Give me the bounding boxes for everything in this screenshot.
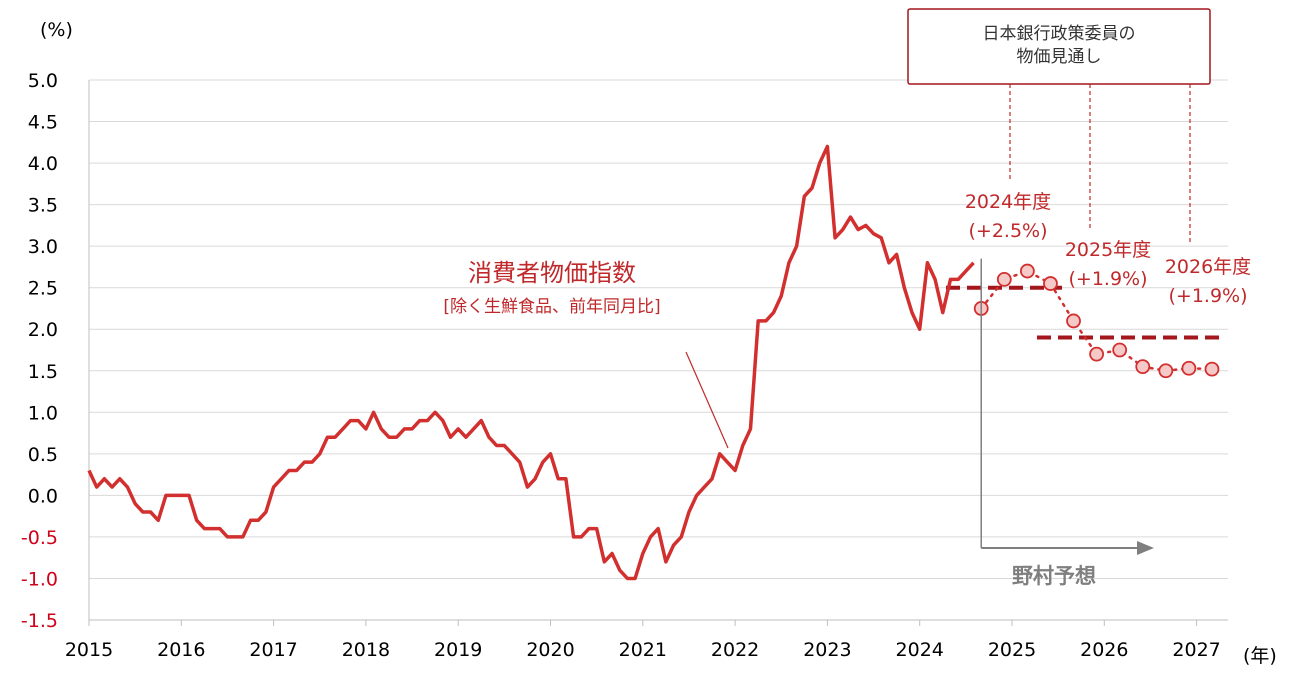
forecast-arrow-label: 野村予想 [1012, 564, 1096, 588]
x-tick-label: 2027 [1172, 639, 1220, 661]
x-tick-label: 2016 [157, 639, 205, 661]
y-tick-label: 2.0 [28, 319, 58, 341]
forecast-point [1135, 359, 1151, 375]
y-tick-label: 3.5 [28, 195, 58, 217]
forecast-point [1019, 263, 1035, 279]
forecast-point [1066, 313, 1081, 329]
forecast-point [1043, 276, 1058, 291]
forecast-arrow-head [1137, 541, 1154, 555]
x-unit-label: (年) [1243, 645, 1277, 667]
forecast-point [1204, 361, 1220, 377]
boj-outlook-value: (+2.5%) [968, 220, 1047, 242]
boj-outlook-label: 2026年度 [1165, 256, 1251, 278]
y-tick-label: 4.5 [28, 112, 58, 134]
cpi-series-line [87, 144, 975, 581]
x-tick-label: 2026 [1080, 639, 1128, 661]
series-layer [87, 144, 975, 581]
boj-outlook-title: 物価見通し [1017, 47, 1102, 67]
y-tick-label: 0.0 [28, 485, 58, 507]
forecast-point [1112, 342, 1128, 358]
forecast-point [1158, 363, 1174, 379]
series-subtitle: [除く生鮮食品、前年同月比] [443, 297, 660, 317]
series-callout-line [685, 351, 729, 449]
x-tick-label: 2020 [526, 639, 574, 661]
x-tick-label: 2021 [619, 639, 667, 661]
y-unit-label: (%) [40, 19, 73, 41]
series-title: 消費者物価指数 [468, 259, 636, 287]
x-tick-label: 2023 [803, 639, 851, 661]
axis-layer: 5.0 4.5 4.0 3.5 3.0 2.5 2.0 1.5 1.0 0.5 0.0 -0.5 -1.… [21, 19, 1277, 667]
boj-outlook-value: (+1.9%) [1168, 285, 1247, 307]
boj-outlook-value: (+1.9%) [1068, 268, 1147, 290]
forecast-point [1181, 360, 1197, 376]
boj-outlook-title: 日本銀行政策委員の [983, 24, 1136, 44]
x-tick-label: 2017 [249, 639, 297, 661]
y-tick-label: 1.0 [28, 402, 58, 424]
boj-outlook-label: 2025年度 [1065, 239, 1151, 261]
grid-layer [89, 79, 1228, 621]
y-tick-label: 0.5 [28, 444, 58, 466]
forecast-point [1089, 346, 1105, 362]
boj-outlook-box [907, 8, 1211, 85]
y-tick-label: -1.5 [21, 610, 58, 632]
forecast-connector [979, 269, 1214, 373]
x-tick-label: 2022 [711, 639, 759, 661]
forecast-point [996, 271, 1012, 287]
boj-layer [946, 285, 1222, 340]
x-tick-label: 2025 [988, 639, 1036, 661]
y-tick-label: 3.0 [28, 236, 58, 258]
y-tick-label: 5.0 [28, 70, 58, 92]
x-tick-label: 2019 [434, 639, 482, 661]
x-tick-label: 2018 [342, 639, 390, 661]
x-tick-label: 2024 [896, 639, 944, 661]
y-tick-label: 4.0 [28, 153, 58, 175]
y-tick-label: 1.5 [28, 361, 58, 383]
boj-outlook-label: 2024年度 [965, 191, 1051, 213]
y-tick-label: -0.5 [21, 527, 58, 549]
y-tick-label: 2.5 [28, 278, 58, 300]
x-tick-label: 2015 [65, 639, 113, 661]
y-tick-label: -1.0 [21, 568, 58, 590]
forecast-layer: 野村予想 [973, 258, 1220, 588]
